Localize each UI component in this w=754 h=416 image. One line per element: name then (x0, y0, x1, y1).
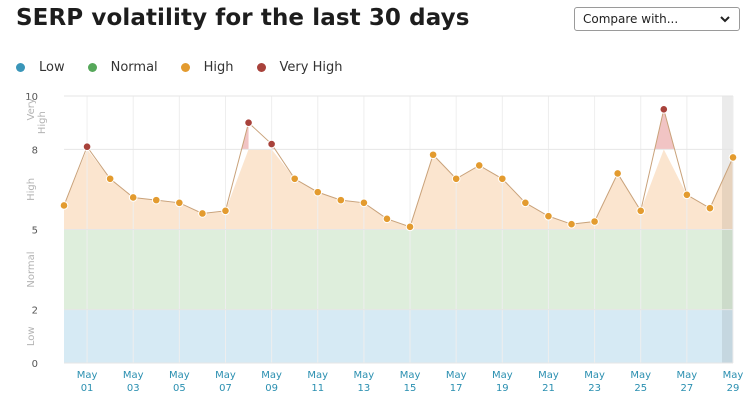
data-point (151, 195, 161, 205)
data-point (613, 169, 622, 178)
legend-dot (16, 63, 25, 72)
x-tick-label-day: 21 (542, 383, 555, 394)
data-point (290, 174, 299, 184)
legend-label: High (203, 60, 234, 75)
data-point (659, 105, 669, 114)
x-tick-label-day: 23 (588, 383, 601, 394)
legend-item-low[interactable]: Low (16, 60, 65, 75)
x-tick-label-day: 13 (358, 383, 371, 394)
data-point (521, 198, 530, 208)
y-tick-label: 5 (32, 226, 38, 237)
compare-with-select[interactable]: Compare with... (574, 7, 740, 31)
data-point (175, 198, 184, 208)
data-point (705, 203, 715, 213)
chevron-down-icon (719, 13, 731, 25)
data-point (382, 214, 392, 224)
data-point (82, 142, 92, 152)
x-tick-label-month: May (492, 370, 513, 381)
data-point (636, 206, 646, 216)
x-tick-label-day: 07 (219, 383, 232, 394)
data-point (128, 193, 138, 202)
data-point (336, 195, 346, 205)
data-point (544, 211, 553, 221)
x-tick-label-day: 09 (265, 383, 278, 394)
compare-with-label: Compare with... (583, 12, 679, 26)
data-point (221, 206, 230, 216)
x-tick-label-month: May (77, 370, 98, 381)
legend-dot (87, 63, 97, 72)
data-point (567, 219, 576, 229)
data-point (313, 187, 323, 197)
legend-item-very-high[interactable]: Very High (256, 60, 343, 75)
x-tick-label-month: May (123, 370, 144, 381)
y-tick-label: 2 (32, 306, 38, 317)
data-point (405, 222, 415, 232)
x-tick-label-day: 05 (173, 383, 186, 394)
legend-dot (180, 63, 190, 72)
data-point (498, 174, 507, 184)
area-very-high (86, 109, 675, 150)
x-tick-label-day: 19 (496, 383, 509, 394)
page-title: SERP volatility for the last 30 days (16, 5, 470, 31)
x-tick-label-month: May (169, 370, 190, 381)
band-label: High (26, 178, 37, 201)
y-tick-label: 0 (32, 359, 38, 370)
band-label: Low (26, 326, 37, 346)
x-tick-label-month: May (354, 370, 375, 381)
data-point (474, 161, 484, 170)
data-point (198, 209, 207, 218)
y-tick-label: 8 (32, 145, 38, 156)
x-tick-label-month: May (677, 370, 698, 381)
data-point (105, 174, 115, 184)
band-label: High (37, 111, 48, 134)
legend-label: Normal (110, 60, 158, 75)
data-point (244, 118, 253, 128)
x-tick-label-day: 15 (404, 383, 417, 394)
band-low (64, 309, 733, 363)
x-tick-label-day: 27 (680, 383, 693, 394)
x-tick-label-month: May (584, 370, 605, 381)
x-tick-label-month: May (446, 370, 467, 381)
volatility-chart: 025810LowNormalHighVeryHighMay01May03May… (25, 92, 744, 394)
data-point (359, 198, 369, 208)
x-tick-label-month: May (400, 370, 421, 381)
data-point (728, 153, 738, 162)
legend-label: Low (39, 60, 65, 75)
data-point (267, 139, 276, 149)
band-normal (64, 229, 733, 310)
data-point (682, 190, 692, 200)
x-tick-label-day: 11 (311, 383, 324, 394)
legend-item-high[interactable]: High (180, 60, 234, 75)
legend-dot (256, 63, 266, 72)
data-point (428, 150, 438, 160)
x-tick-label-day: 03 (127, 383, 140, 394)
x-tick-label-month: May (215, 370, 236, 381)
x-tick-label-month: May (261, 370, 282, 381)
x-tick-label-month: May (630, 370, 651, 381)
x-tick-label-day: 17 (450, 383, 463, 394)
band-label: Very (26, 98, 37, 120)
legend-label: Very High (279, 60, 343, 75)
legend-item-normal[interactable]: Normal (87, 60, 158, 75)
chart-legend: Low Normal High Very High (16, 60, 365, 75)
x-tick-label-day: 29 (727, 383, 740, 394)
x-tick-label-month: May (307, 370, 328, 381)
x-tick-label-month: May (538, 370, 559, 381)
data-point (59, 201, 69, 210)
data-point (590, 217, 599, 226)
x-tick-label-day: 01 (81, 383, 94, 394)
y-tick-label: 10 (25, 92, 38, 103)
x-tick-label-day: 25 (634, 383, 647, 394)
band-label: Normal (26, 251, 37, 287)
x-tick-label-month: May (723, 370, 744, 381)
data-point (451, 174, 461, 184)
area-high (64, 149, 733, 230)
